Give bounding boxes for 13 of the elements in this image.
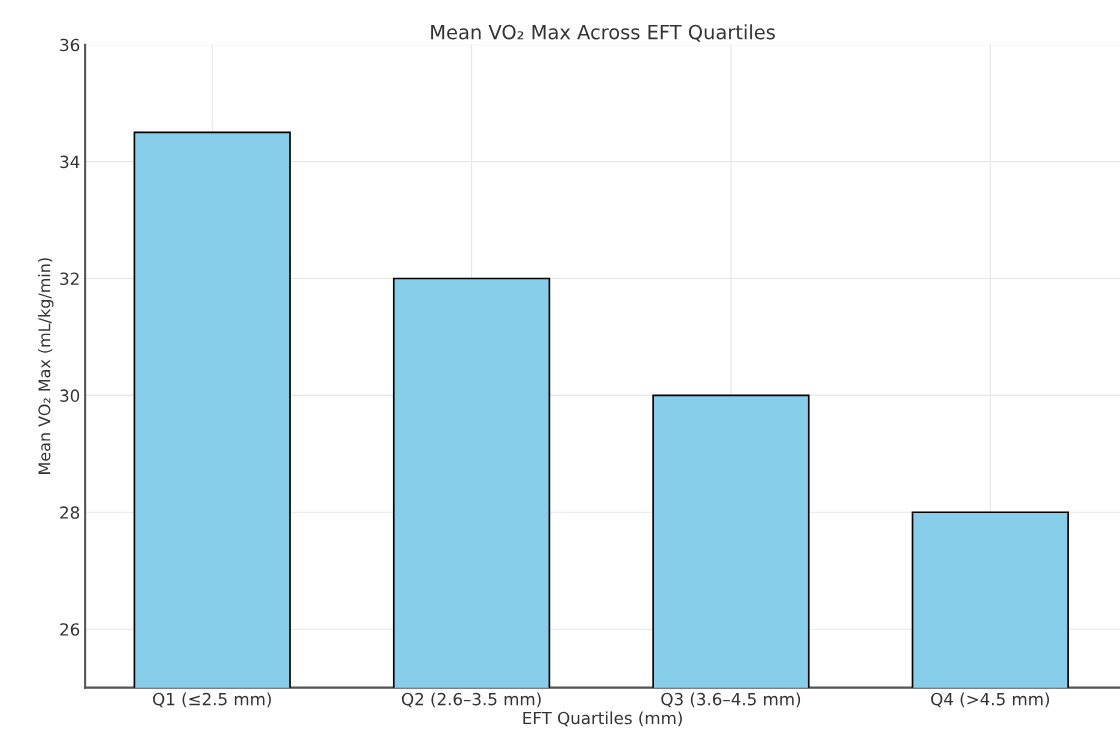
x-axis-title: EFT Quartiles (mm) [523, 711, 682, 727]
chart-title: Mean VO₂ Max Across EFT Quartiles [431, 24, 775, 42]
x-tick-label: Q3 (3.6–4.5 mm) [661, 692, 801, 708]
y-axis-title: Mean VO₂ Max (mL/kg/min) [38, 258, 54, 474]
y-tick-label: 34 [60, 155, 80, 169]
x-tick-label: Q1 (≤2.5 mm) [153, 692, 271, 708]
y-tick-label: 32 [60, 272, 79, 286]
y-tick-label: 28 [60, 506, 80, 519]
x-tick-label: Q4 (>4.5 mm) [931, 692, 1050, 708]
y-tick-label: 36 [60, 38, 80, 52]
y-tick-label: 26 [60, 623, 80, 636]
y-tick-label: 30 [60, 389, 80, 402]
x-tick-label: Q2 (2.6–3.5 mm) [401, 692, 541, 708]
